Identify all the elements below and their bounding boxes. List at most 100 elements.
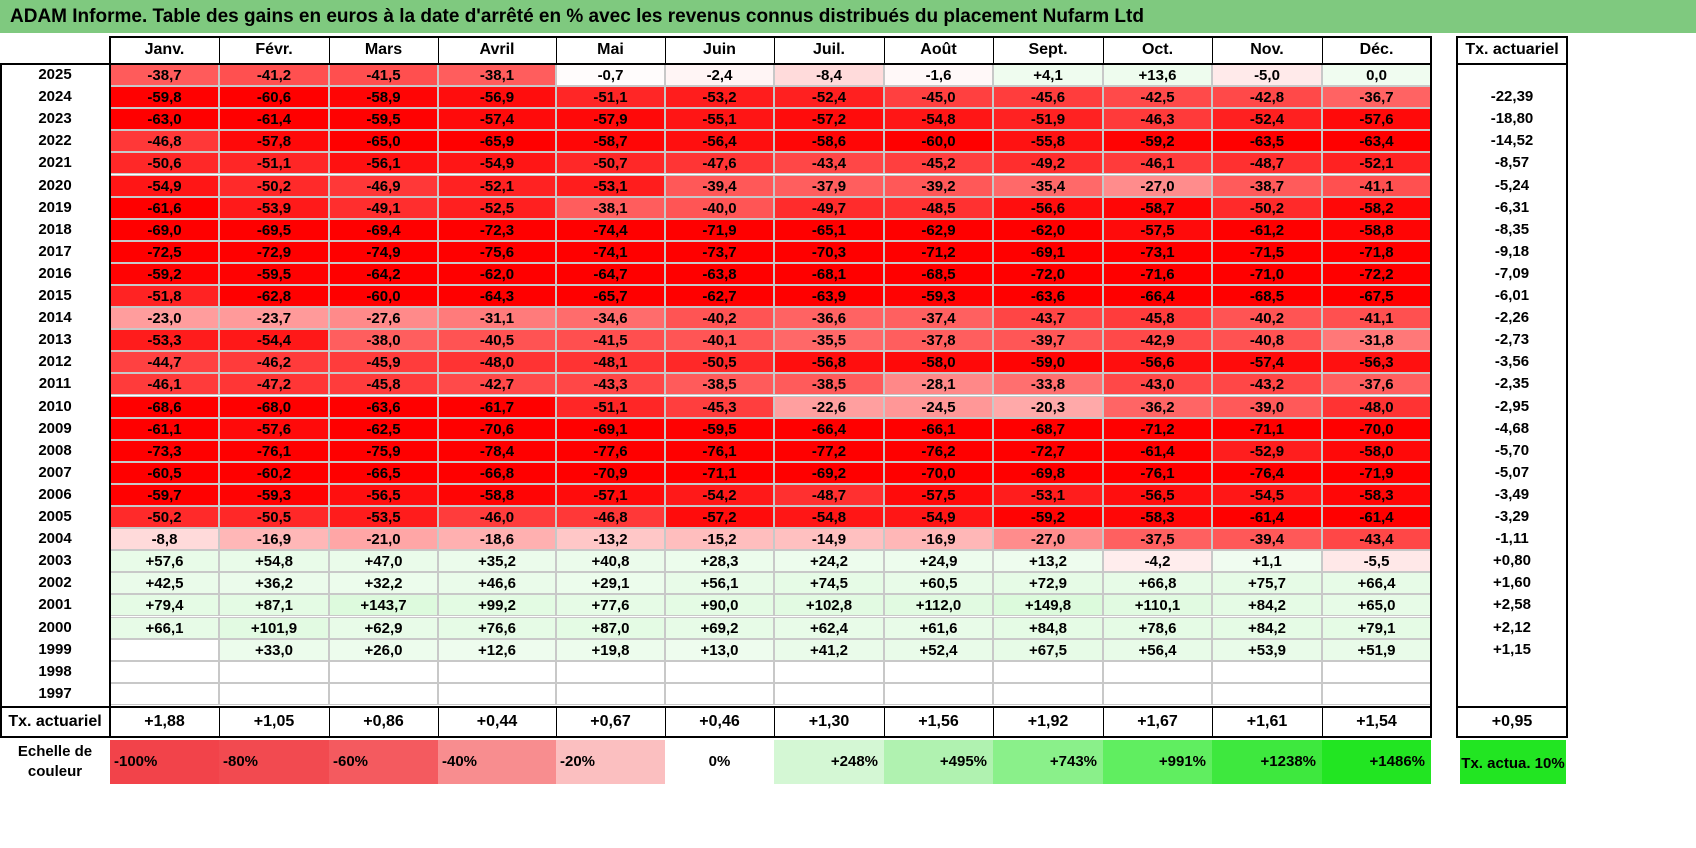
annual-rate-cell: -3,29 xyxy=(1494,508,1530,525)
gain-cell: -47,6 xyxy=(665,152,774,175)
year-label: 2003 xyxy=(38,552,72,570)
month-header: Mai xyxy=(597,41,624,58)
gain-cell: -69,1 xyxy=(993,240,1103,263)
annual-rate-cell: -2,95 xyxy=(1494,397,1530,415)
gain-cell: -56,4 xyxy=(665,130,774,153)
gain-cell: +87,0 xyxy=(556,616,665,639)
gain-cell: -63,9 xyxy=(774,285,884,308)
gain-cell: -23,7 xyxy=(219,307,329,330)
gain-cell: +13,6 xyxy=(1103,64,1212,87)
year-label: 2019 xyxy=(38,198,72,216)
column-divider xyxy=(219,36,220,64)
gain-cell: -65,0 xyxy=(329,130,438,153)
gain-cell: -5,0 xyxy=(1212,64,1322,87)
column-divider xyxy=(665,706,666,737)
footer-rate-cell: +0,46 xyxy=(699,712,740,730)
gain-cell: +1,1 xyxy=(1212,550,1322,573)
gain-cell: -56,9 xyxy=(438,86,556,109)
gain-cell: -57,8 xyxy=(219,130,329,153)
scale-swatch: +991% xyxy=(1103,740,1212,784)
gain-cell: +60,5 xyxy=(884,572,993,595)
gain-cell: -18,6 xyxy=(438,528,556,551)
gain-cell: -34,6 xyxy=(556,307,665,330)
gain-cell: +42,5 xyxy=(110,572,219,595)
month-header: Déc. xyxy=(1359,41,1394,58)
annual-rate-cell xyxy=(1458,683,1566,705)
gain-cell: -43,0 xyxy=(1103,373,1212,396)
gain-cell: -39,4 xyxy=(1212,528,1322,551)
year-label: 2001 xyxy=(38,596,72,614)
gain-cell: -41,5 xyxy=(329,64,438,87)
gain-cell xyxy=(110,682,219,705)
gain-cell: +67,5 xyxy=(993,638,1103,661)
table-border xyxy=(0,705,1432,708)
gain-cell: +28,3 xyxy=(665,550,774,573)
gain-cell: -68,0 xyxy=(219,395,329,418)
gain-cell: -61,4 xyxy=(1212,506,1322,529)
gain-cell: -45,3 xyxy=(665,395,774,418)
annual-rate-cell: -4,68 xyxy=(1494,419,1530,437)
gain-cell: +61,6 xyxy=(884,616,993,639)
gain-cell: -46,0 xyxy=(438,506,556,529)
column-divider xyxy=(1103,36,1104,64)
annual-rate-cell: +2,12 xyxy=(1493,618,1531,636)
gain-cell: -45,8 xyxy=(329,373,438,396)
gain-cell xyxy=(774,660,884,683)
annual-rate-cell: -8,57 xyxy=(1494,154,1530,172)
gain-cell: -60,6 xyxy=(219,86,329,109)
gain-cell: -41,5 xyxy=(556,329,665,352)
gain-cell: +110,1 xyxy=(1103,594,1212,617)
gain-cell: -20,3 xyxy=(993,395,1103,418)
gain-cell: -35,5 xyxy=(774,329,884,352)
annual-rate-cell: +2,58 xyxy=(1493,596,1531,614)
gain-cell: -56,6 xyxy=(1103,351,1212,374)
gain-cell: -14,9 xyxy=(774,528,884,551)
column-divider xyxy=(774,706,775,737)
gain-cell: +13,0 xyxy=(665,638,774,661)
gain-cell: +79,4 xyxy=(110,594,219,617)
gain-cell: -74,1 xyxy=(556,240,665,263)
year-label: 2017 xyxy=(38,242,72,260)
gain-cell: +66,8 xyxy=(1103,572,1212,595)
gain-cell: +69,2 xyxy=(665,616,774,639)
gain-cell: -71,0 xyxy=(1212,262,1322,285)
column-divider xyxy=(438,706,439,737)
gain-cell: +99,2 xyxy=(438,594,556,617)
gain-cell: -72,0 xyxy=(993,262,1103,285)
gain-cell: -39,2 xyxy=(884,174,993,197)
gain-cell: -74,4 xyxy=(556,218,665,241)
year-label: 2009 xyxy=(38,419,72,437)
gain-cell: -75,6 xyxy=(438,240,556,263)
gain-cell: -46,8 xyxy=(556,506,665,529)
gain-cell: -70,0 xyxy=(884,461,993,484)
footer-rate-cell: +1,30 xyxy=(808,712,850,730)
gain-cell: -69,0 xyxy=(110,218,219,241)
month-header: Nov. xyxy=(1250,41,1284,58)
gain-cell: -62,9 xyxy=(884,218,993,241)
gain-cell xyxy=(1103,682,1212,705)
gain-cell: -73,7 xyxy=(665,240,774,263)
gain-cell: -58,3 xyxy=(1322,483,1431,506)
gain-cell: +84,8 xyxy=(993,616,1103,639)
annual-border xyxy=(1456,36,1568,38)
column-divider xyxy=(1103,706,1104,737)
gain-cell: -57,6 xyxy=(1322,108,1431,131)
column-divider xyxy=(884,706,885,737)
gain-cell xyxy=(438,682,556,705)
gain-cell: -71,1 xyxy=(665,461,774,484)
gain-cell: -58,0 xyxy=(1322,439,1431,462)
gain-cell: -76,2 xyxy=(884,439,993,462)
table-border xyxy=(1430,36,1432,737)
gain-cell: +24,9 xyxy=(884,550,993,573)
gain-cell: +74,5 xyxy=(774,572,884,595)
gain-cell: -41,2 xyxy=(219,64,329,87)
gain-cell: -68,6 xyxy=(110,395,219,418)
month-header: Oct. xyxy=(1141,41,1174,58)
gain-cell: -48,1 xyxy=(556,351,665,374)
gain-cell: -51,1 xyxy=(219,152,329,175)
year-label: 2002 xyxy=(38,574,72,592)
gain-cell: -71,9 xyxy=(1322,461,1431,484)
year-label: 2013 xyxy=(38,331,72,349)
gain-cell: -53,9 xyxy=(219,196,329,219)
year-label: 1997 xyxy=(38,684,72,702)
